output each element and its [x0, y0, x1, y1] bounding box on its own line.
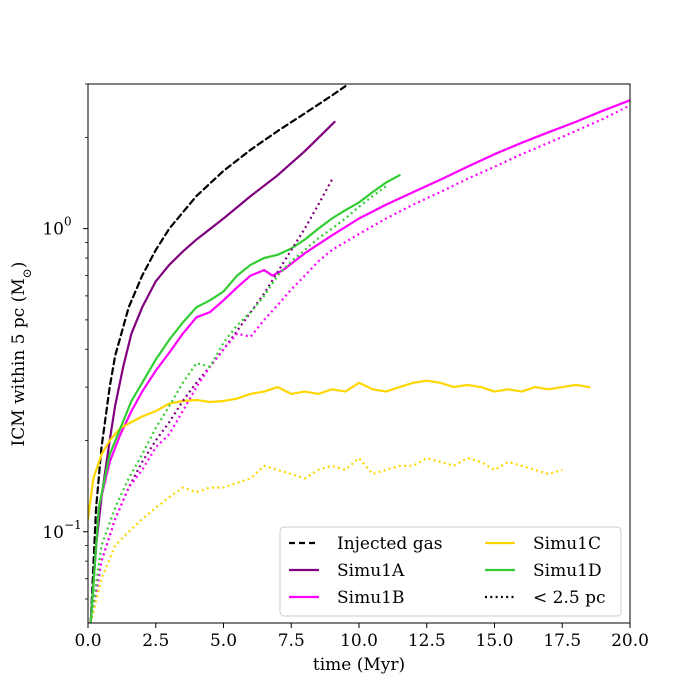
legend-label-simu1d: Simu1D — [533, 561, 602, 581]
y-tick-label: 10 — [42, 523, 64, 543]
x-axis-label: time (Myr) — [313, 655, 405, 675]
y-tick-label-exponent: 0 — [64, 215, 72, 229]
series-line-simu1c — [88, 379, 591, 521]
y-axis-label-sub: ⊙ — [20, 268, 34, 278]
legend-label-simu1a: Simu1A — [337, 561, 405, 581]
series-line-simu1b — [89, 99, 630, 623]
legend-box — [279, 526, 622, 617]
y-tick-label: 10 — [42, 220, 64, 240]
series-line-injected-gas — [89, 85, 347, 623]
y-axis-label-main: ICM within 5 pc (M — [9, 278, 29, 446]
x-tick-label: 2.5 — [142, 631, 169, 651]
x-tick-label: 0.0 — [74, 631, 101, 651]
legend-label-simu1b: Simu1B — [337, 588, 404, 608]
x-tick-label: 5.0 — [210, 631, 237, 651]
legend-label-injected-gas: Injected gas — [337, 534, 442, 554]
series-line-simu1b-2-5-pc — [89, 104, 630, 623]
legend-entries: Injected gas Simu1C Simu1A Simu1D Simu1B < 2.… — [289, 534, 606, 608]
legend-label-2-5-pc: < 2.5 pc — [533, 588, 606, 608]
x-tick-label: 20.0 — [611, 631, 649, 651]
series-line-simu1c-2-5-pc — [89, 457, 563, 623]
y-axis-label-close: ) — [9, 262, 29, 269]
legend-label-simu1c: Simu1C — [533, 534, 601, 554]
x-tick-label: 17.5 — [543, 631, 581, 651]
x-tick-label: 10.0 — [340, 631, 378, 651]
x-tick-label: 7.5 — [278, 631, 305, 651]
legend: Injected gas Simu1C Simu1A Simu1D Simu1B < 2.… — [279, 526, 622, 617]
x-tick-label: 12.5 — [408, 631, 446, 651]
series-layer — [88, 85, 630, 623]
y-tick-label-exponent: −1 — [64, 518, 82, 532]
y-axis-label: ICM within 5 pc (M⊙) — [9, 262, 34, 447]
x-tick-label: 15.0 — [476, 631, 514, 651]
series-line-simu1a — [89, 120, 336, 623]
series-line-simu1d — [89, 174, 401, 623]
